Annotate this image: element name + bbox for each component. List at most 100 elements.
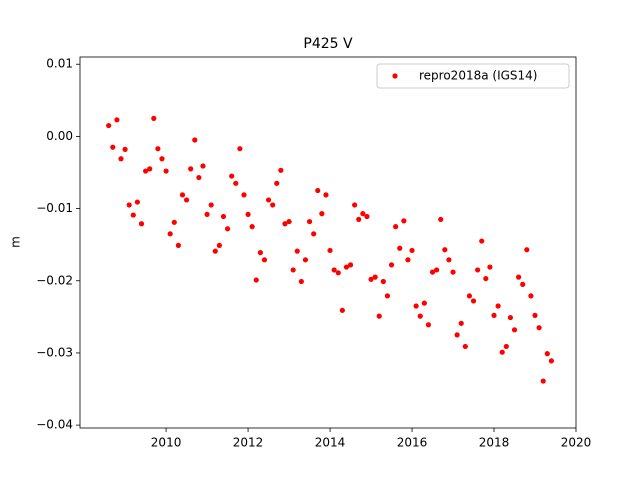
data-point	[520, 281, 526, 287]
data-point	[282, 221, 288, 227]
data-point	[200, 163, 206, 169]
data-point	[479, 238, 485, 244]
data-point	[159, 156, 165, 162]
data-point	[142, 168, 149, 174]
data-point	[265, 197, 272, 203]
data-point	[147, 166, 153, 172]
data-point	[425, 322, 432, 328]
data-point	[454, 332, 460, 338]
x-tick-label: 2018	[479, 436, 510, 450]
y-axis-label: m	[9, 236, 23, 248]
data-point	[438, 216, 444, 223]
x-tick-label: 2012	[233, 436, 264, 450]
data-point	[110, 144, 116, 150]
data-point	[286, 218, 292, 225]
data-point	[544, 351, 550, 357]
data-point	[376, 313, 382, 319]
x-tick-label: 2020	[561, 436, 592, 450]
data-point	[253, 277, 259, 283]
y-tick-label: −0.03	[36, 345, 73, 359]
legend-label: repro2018a (IGS14)	[419, 69, 537, 83]
data-point	[335, 270, 341, 276]
data-point	[122, 146, 128, 152]
data-point	[315, 187, 321, 194]
data-point	[401, 218, 407, 224]
data-point	[352, 202, 358, 208]
data-point	[466, 293, 473, 299]
data-point	[380, 278, 386, 285]
data-point	[372, 274, 378, 280]
data-point	[323, 192, 329, 198]
data-point	[356, 216, 362, 223]
data-point	[462, 343, 468, 350]
data-point	[237, 146, 243, 152]
data-point	[249, 224, 255, 230]
data-point	[220, 213, 227, 220]
data-point	[138, 221, 145, 227]
data-point	[196, 174, 202, 181]
data-point	[188, 166, 194, 172]
data-point	[298, 278, 304, 285]
data-point	[421, 300, 427, 306]
data-point	[360, 211, 366, 217]
data-point	[183, 197, 190, 203]
data-point	[130, 212, 136, 218]
data-point	[106, 122, 112, 129]
data-point	[126, 202, 132, 208]
data-point	[294, 248, 300, 254]
data-point	[397, 245, 403, 251]
data-point	[257, 250, 263, 256]
data-point	[245, 211, 251, 217]
data-point	[114, 117, 120, 123]
data-point	[450, 269, 456, 275]
data-point	[540, 378, 546, 384]
data-point	[511, 327, 518, 333]
data-point	[204, 211, 210, 217]
chart-title: P425 V	[303, 36, 353, 52]
data-point	[134, 199, 140, 205]
data-point	[532, 312, 538, 319]
data-point	[216, 242, 222, 248]
data-point	[405, 257, 411, 263]
data-point	[417, 313, 423, 319]
data-point	[491, 312, 497, 319]
data-point	[163, 168, 169, 174]
data-point	[536, 325, 542, 331]
data-point	[192, 137, 198, 143]
data-point	[434, 267, 440, 273]
data-point	[364, 213, 370, 220]
data-point	[503, 343, 509, 350]
data-point	[306, 218, 313, 225]
data-point	[384, 293, 391, 299]
data-point	[446, 257, 452, 263]
data-point	[233, 180, 239, 186]
data-point	[413, 303, 419, 309]
data-point	[393, 224, 399, 230]
data-point	[516, 274, 522, 280]
x-tick-label: 2014	[315, 436, 346, 450]
plot-frame	[79, 56, 577, 429]
y-tick-label: 0.00	[46, 129, 73, 143]
data-point	[388, 262, 395, 268]
data-point	[311, 231, 317, 237]
data-point	[302, 257, 309, 263]
data-point	[524, 247, 530, 253]
data-point	[470, 298, 477, 304]
data-point	[278, 167, 284, 173]
data-point	[155, 146, 161, 152]
data-point	[175, 242, 181, 248]
x-tick-label: 2010	[151, 436, 182, 450]
data-point	[229, 173, 235, 179]
data-point	[290, 267, 296, 273]
data-point	[528, 293, 534, 299]
y-tick-label: 0.01	[46, 57, 73, 71]
data-point	[507, 314, 514, 321]
data-point	[442, 247, 448, 253]
data-point	[487, 264, 493, 270]
data-point	[179, 192, 186, 198]
data-point	[208, 202, 214, 208]
data-point	[319, 211, 325, 217]
data-point	[483, 275, 489, 282]
data-point	[327, 247, 333, 254]
